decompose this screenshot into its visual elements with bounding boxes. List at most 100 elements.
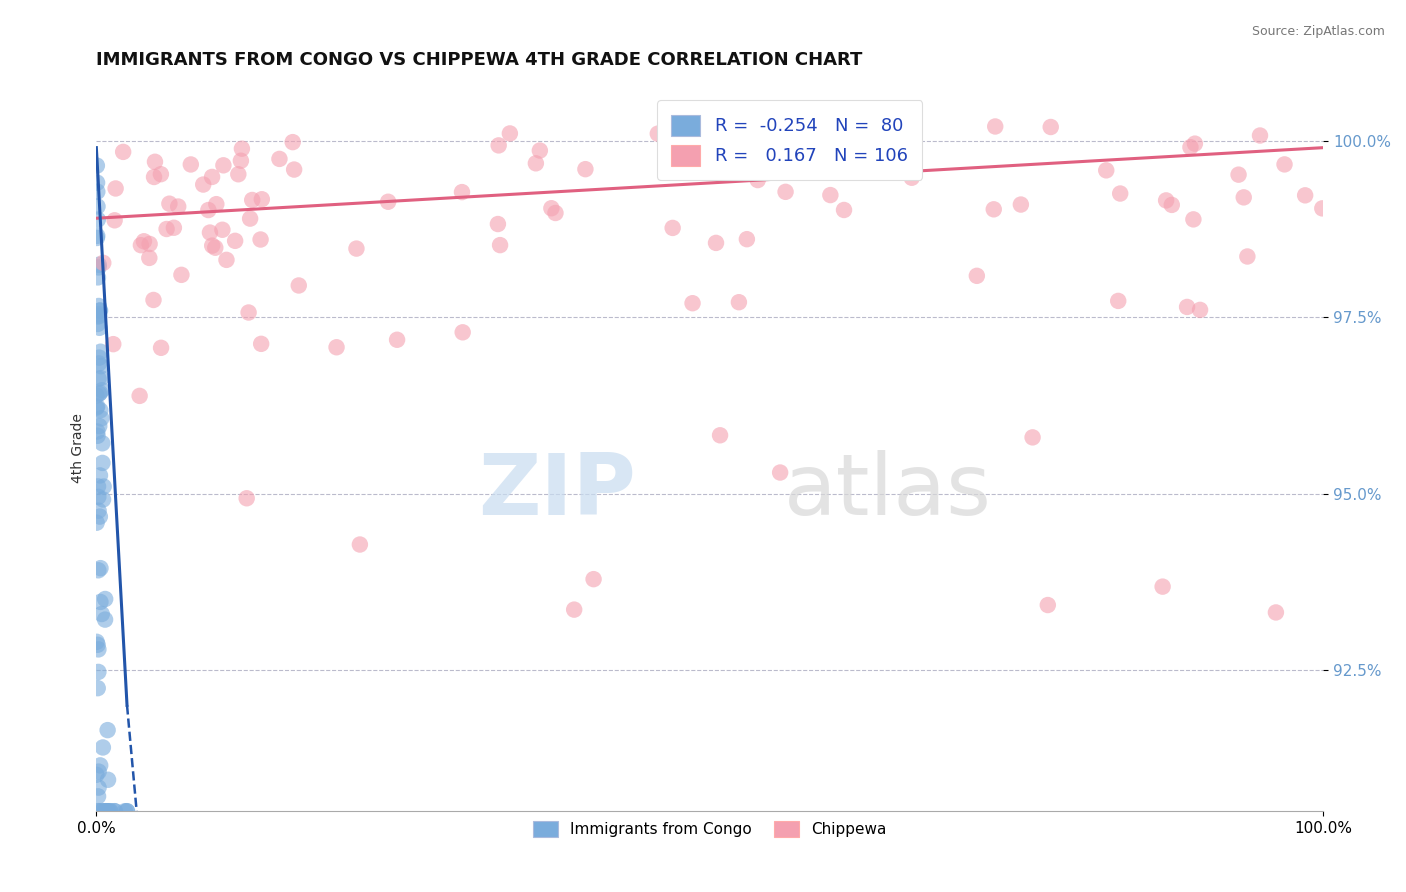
Point: [114, 804, 136, 818]
Point: [94, 804, 117, 818]
Point: [751, 159, 773, 173]
Point: [201, 169, 224, 184]
Point: [709, 428, 731, 442]
Point: [574, 162, 596, 177]
Point: [143, 169, 166, 184]
Point: [86, 228, 108, 243]
Point: [86, 516, 108, 530]
Point: [544, 206, 567, 220]
Point: [682, 296, 704, 310]
Point: [1189, 302, 1212, 317]
Point: [115, 804, 138, 818]
Point: [180, 157, 202, 171]
Point: [231, 142, 253, 156]
Point: [87, 504, 110, 518]
Point: [1249, 128, 1271, 143]
Point: [669, 144, 692, 158]
Point: [138, 251, 160, 265]
Point: [129, 238, 152, 252]
Point: [104, 181, 127, 195]
Point: [87, 563, 110, 577]
Point: [238, 305, 260, 319]
Point: [87, 804, 110, 818]
Point: [86, 159, 108, 173]
Point: [346, 242, 368, 256]
Point: [87, 260, 110, 275]
Point: [86, 429, 108, 443]
Point: [86, 388, 108, 402]
Point: [89, 595, 111, 609]
Point: [103, 804, 125, 818]
Point: [775, 185, 797, 199]
Point: [90, 383, 112, 397]
Point: [98, 804, 121, 818]
Point: [250, 192, 273, 206]
Point: [90, 411, 112, 425]
Point: [90, 344, 112, 359]
Point: [112, 145, 135, 159]
Point: [1180, 140, 1202, 154]
Point: [142, 293, 165, 307]
Point: [89, 468, 111, 483]
Point: [582, 572, 605, 586]
Point: [769, 466, 792, 480]
Point: [240, 193, 263, 207]
Point: [87, 780, 110, 795]
Point: [197, 202, 219, 217]
Point: [87, 212, 110, 227]
Point: [170, 268, 193, 282]
Point: [91, 256, 114, 270]
Point: [87, 310, 110, 324]
Point: [87, 270, 110, 285]
Point: [132, 234, 155, 248]
Point: [1310, 202, 1333, 216]
Point: [138, 236, 160, 251]
Point: [1036, 598, 1059, 612]
Point: [1010, 197, 1032, 211]
Point: [228, 167, 250, 181]
Point: [90, 359, 112, 373]
Point: [91, 740, 114, 755]
Point: [157, 196, 180, 211]
Point: [94, 804, 117, 818]
Point: [540, 201, 562, 215]
Point: [747, 173, 769, 187]
Point: [86, 768, 108, 782]
Point: [287, 278, 309, 293]
Point: [86, 635, 108, 649]
Point: [87, 804, 110, 818]
Text: atlas: atlas: [783, 450, 991, 533]
Point: [205, 197, 228, 211]
Point: [90, 371, 112, 385]
Point: [704, 235, 727, 250]
Point: [283, 162, 305, 177]
Point: [1039, 120, 1062, 134]
Text: ZIP: ZIP: [478, 450, 636, 533]
Point: [1236, 250, 1258, 264]
Point: [155, 222, 177, 236]
Point: [1184, 136, 1206, 151]
Point: [91, 436, 114, 450]
Point: [86, 185, 108, 199]
Point: [198, 226, 221, 240]
Point: [89, 758, 111, 772]
Point: [86, 199, 108, 213]
Point: [87, 490, 110, 504]
Point: [1175, 300, 1198, 314]
Point: [215, 252, 238, 267]
Point: [1227, 168, 1250, 182]
Point: [1154, 194, 1177, 208]
Point: [89, 303, 111, 318]
Point: [97, 804, 120, 818]
Point: [89, 320, 111, 334]
Point: [1109, 186, 1132, 201]
Point: [1233, 190, 1256, 204]
Point: [562, 602, 585, 616]
Point: [735, 232, 758, 246]
Point: [86, 176, 108, 190]
Point: [211, 223, 233, 237]
Point: [87, 372, 110, 386]
Point: [1160, 198, 1182, 212]
Point: [250, 336, 273, 351]
Point: [97, 723, 120, 738]
